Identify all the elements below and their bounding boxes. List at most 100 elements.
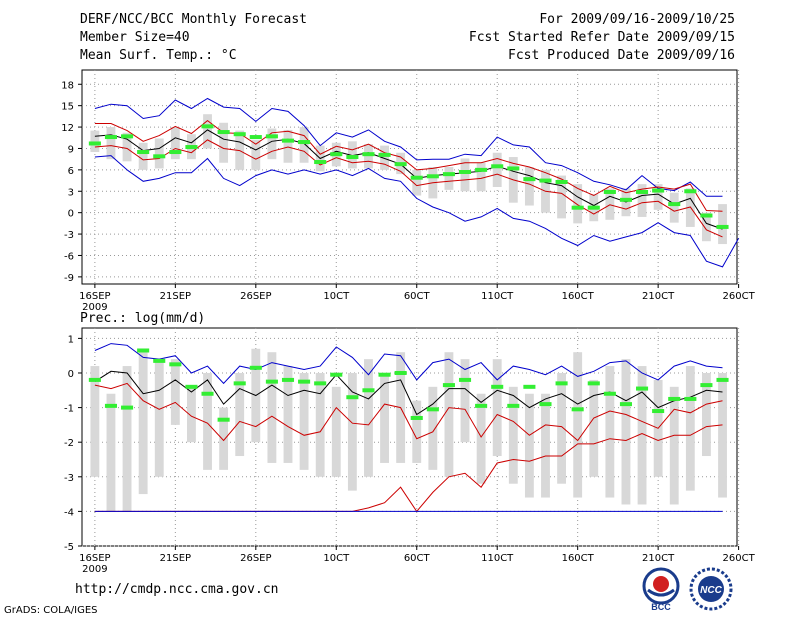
y-tick-label: 9 (68, 144, 74, 155)
member-size-label: Member Size=40 (80, 30, 190, 45)
y-tick-label: -2 (64, 438, 74, 449)
footer-url[interactable]: http://cmdp.ncc.cma.gov.cn (75, 582, 279, 597)
ensemble-box (347, 372, 357, 491)
ensemble-box (541, 393, 550, 498)
ensemble-box (122, 366, 132, 512)
y-tick-label: 12 (61, 123, 74, 134)
ensemble-box (170, 359, 180, 425)
series-line-max (94, 343, 723, 385)
ensemble-box (444, 352, 454, 477)
ensemble-box (203, 114, 212, 149)
y-tick-label: 18 (61, 80, 74, 91)
observed-marker (233, 132, 246, 137)
y-tick-label: -5 (64, 542, 74, 553)
x-tick-label: 260CT (723, 291, 756, 302)
ensemble-box (90, 130, 100, 153)
ensemble-box (299, 372, 309, 470)
observed-marker (652, 409, 665, 414)
ncc-logo-icon: NCC (688, 566, 734, 612)
ensemble-box (718, 372, 727, 498)
ensemble-box (476, 162, 486, 192)
observed-marker (636, 386, 649, 391)
observed-marker (539, 178, 552, 183)
ensemble-box (573, 184, 583, 224)
ensemble-box (653, 184, 663, 210)
observed-marker (249, 135, 262, 140)
observed-marker (233, 381, 246, 386)
ensemble-box (219, 407, 229, 470)
observed-marker (185, 145, 198, 150)
ensemble-box (492, 359, 502, 457)
y-tick-label: -9 (64, 273, 74, 284)
ensemble-box (122, 132, 132, 162)
observed-marker (330, 152, 343, 157)
observed-marker (281, 138, 295, 143)
ensemble-box (315, 372, 325, 477)
observed-marker (137, 150, 150, 155)
ensemble-box (106, 393, 116, 512)
ensemble-box (364, 144, 373, 169)
observed-marker (346, 395, 359, 400)
observed-marker (587, 205, 600, 210)
observed-marker (716, 224, 729, 229)
x-tick-label: 21SEP (160, 291, 191, 302)
precip-label: Prec.: log(mm/d) (80, 311, 206, 326)
x-tick-label: 160CT (562, 291, 595, 302)
observed-marker (314, 160, 327, 165)
observed-marker (442, 172, 455, 177)
ensemble-box (251, 139, 261, 170)
observed-marker (378, 372, 391, 377)
observed-marker (137, 348, 150, 353)
y-tick-label: 3 (68, 187, 74, 198)
observed-marker (603, 189, 616, 194)
ensemble-box (557, 372, 567, 484)
observed-marker (571, 205, 584, 210)
series-line-max (94, 97, 723, 197)
start-date-label: Fcst Started Refer Date 2009/09/15 (468, 30, 735, 45)
x-tick-label: 16SEP (79, 291, 110, 302)
observed-marker (169, 362, 182, 367)
ensemble-box (138, 352, 148, 495)
x-tick-label: 16SEP (79, 553, 110, 564)
observed-marker (104, 135, 118, 140)
ensemble-box (524, 393, 534, 498)
observed-marker (330, 372, 343, 377)
x-tick-label: 26SEP (240, 291, 271, 302)
observed-marker (684, 396, 697, 401)
observed-marker (394, 370, 407, 375)
observed-marker (636, 189, 649, 194)
observed-marker (169, 150, 182, 155)
ncc-logo-text: NCC (700, 585, 722, 596)
ensemble-box (685, 366, 695, 491)
series-line-lower (94, 139, 723, 238)
y-tick-label: -4 (64, 507, 74, 518)
y-tick-label: -3 (64, 230, 74, 241)
series-line-mean (94, 370, 723, 416)
observed-marker (491, 384, 504, 389)
observed-marker (153, 358, 166, 363)
observed-marker (619, 197, 632, 202)
ensemble-box (235, 372, 245, 457)
ensemble-box (476, 393, 486, 484)
y-tick-label: 0 (68, 369, 74, 380)
observed-marker (475, 167, 488, 172)
ensemble-box (412, 169, 422, 196)
observed-marker (684, 189, 697, 194)
observed-marker (281, 377, 295, 382)
bcc-logo-text: BCC (651, 602, 671, 612)
observed-marker (475, 403, 488, 408)
ensemble-box (412, 400, 422, 463)
y-tick-label: 1 (68, 334, 74, 345)
observed-marker (298, 140, 311, 145)
temperature-panel: -9 -6 -3 0 3 6 9 12 15 18 16SEP 21SEP 26SEP 10CT 60CT 1… (61, 69, 756, 313)
ensemble-box (557, 175, 567, 219)
observed-marker (523, 177, 536, 182)
observed-marker (619, 402, 632, 407)
observed-marker (571, 407, 584, 412)
x-tick-label: 110CT (481, 553, 514, 564)
ensemble-box (589, 379, 599, 477)
ensemble-box (90, 366, 100, 477)
observed-marker (491, 164, 504, 169)
series-line-mean (94, 129, 723, 230)
x-tick-label: 160CT (562, 553, 595, 564)
